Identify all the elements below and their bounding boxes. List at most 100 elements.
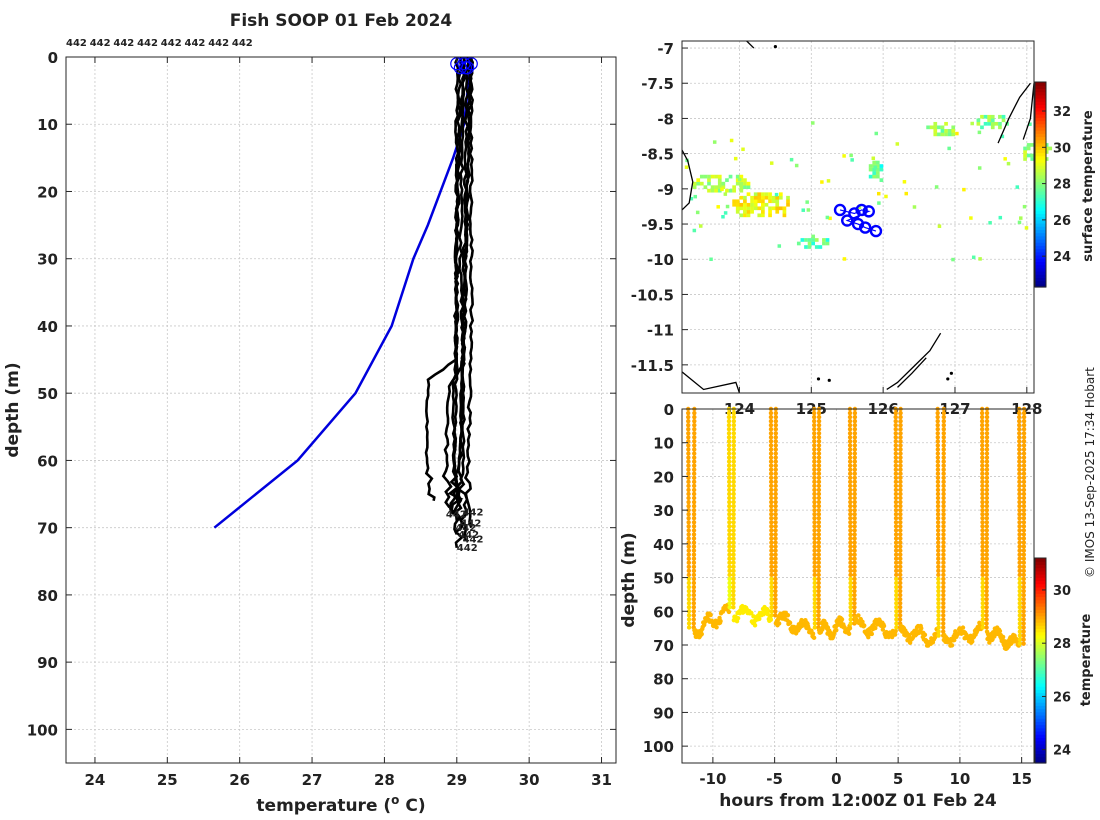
sst-pixel (872, 160, 877, 165)
temperature-point (692, 455, 697, 460)
depth-time-x-tick-label: 0 (831, 770, 841, 788)
sst-colorbar-swatch (1035, 203, 1046, 208)
station-id-label: 442 (455, 523, 476, 534)
temperature-point (773, 491, 778, 497)
sst-pixel (735, 206, 740, 211)
sst-colorbar-swatch (1035, 197, 1046, 202)
temperature-point (773, 507, 778, 513)
temperature-point (731, 524, 736, 529)
ship-track (839, 209, 877, 232)
temperature-point (852, 491, 857, 497)
temperature-point (893, 544, 899, 549)
temperature-point (768, 479, 774, 485)
temperature-point (1021, 641, 1026, 646)
temperature-point (691, 621, 696, 626)
temperature-point (1017, 483, 1022, 489)
temperature-point (686, 596, 692, 602)
temperature-point (691, 479, 697, 485)
temperature-point (941, 592, 946, 598)
temperature-point (691, 520, 697, 525)
temperature-point (1021, 600, 1026, 606)
temperature-point (727, 536, 732, 541)
sst-pixel (761, 213, 765, 218)
temperature-colorbar-swatch (1035, 634, 1046, 639)
temperature-point (980, 447, 985, 452)
temperature-colorbar-swatch (1035, 740, 1046, 745)
profile-frame (65, 56, 617, 764)
temperature-point (731, 422, 737, 428)
temperature-colorbar-swatch (1035, 750, 1046, 754)
sst-pixel (820, 180, 824, 184)
depth-time-y-tick-label: 90 (653, 704, 674, 722)
depth-time-y-tick-label: 10 (653, 435, 674, 453)
sst-pixel (743, 195, 747, 200)
temperature-point (894, 592, 899, 598)
sst-pixel (987, 121, 992, 126)
sst-pixel (714, 174, 719, 179)
temperature-point (847, 435, 853, 440)
sst-pixel (729, 138, 734, 143)
temperature-point (980, 536, 985, 541)
temperature-point (941, 463, 946, 468)
temperature-point (699, 631, 704, 637)
temperature-point (894, 609, 899, 614)
temperature-point (980, 459, 985, 464)
sst-pixel (1017, 220, 1022, 225)
sst-pixel (743, 185, 747, 190)
temperature-point (1017, 564, 1022, 569)
temperature-point (898, 487, 903, 493)
sst-colorbar-tick-label: 30 (1053, 141, 1071, 156)
temperature-point (1021, 532, 1027, 537)
sst-colorbar-swatch (1035, 194, 1046, 198)
temperature-point (1021, 536, 1027, 541)
temperature-point (979, 427, 985, 432)
temperature-point (936, 629, 941, 634)
sst-colorbar-swatch (1035, 254, 1046, 259)
map-y-tick-label: -10 (647, 251, 674, 269)
sst-pixel (757, 213, 762, 218)
temperature-point (692, 447, 697, 452)
sst-pixel (1001, 118, 1006, 123)
sst-colorbar-swatch (1035, 117, 1046, 122)
temperature-point (691, 617, 696, 622)
temperature-point (941, 427, 946, 432)
temperature-point (708, 612, 713, 618)
station-id-label: 442 (232, 38, 253, 49)
temperature-point (980, 491, 985, 497)
island (816, 377, 821, 381)
temperature-point (980, 544, 985, 549)
temperature-point (847, 443, 853, 448)
sst-pixel (717, 185, 722, 190)
temperature-point (984, 524, 990, 529)
temperature-colorbar-swatch (1035, 695, 1046, 700)
depth-time-x-tick-label: 15 (1011, 770, 1032, 788)
temperature-point (726, 422, 732, 428)
temperature-point (898, 422, 903, 428)
sst-pixel (800, 238, 805, 242)
temperature-point (847, 418, 853, 424)
station-id-label: 442 (458, 530, 479, 541)
sst-pixel (746, 213, 751, 218)
temperature-point (691, 495, 697, 501)
sst-pixel (761, 202, 765, 207)
temperature-point (827, 630, 833, 635)
temperature-point (980, 507, 985, 513)
temperature-point (979, 418, 985, 424)
map-y-tick-label: -11.5 (631, 357, 674, 375)
temperature-point (731, 556, 736, 561)
temperature-point (935, 532, 941, 537)
temperature-point (735, 616, 741, 621)
sst-pixel (850, 158, 854, 162)
temperature-point (810, 631, 816, 636)
temperature-point (769, 556, 774, 561)
temperature-point (731, 451, 736, 456)
temperature-point (1017, 495, 1022, 501)
temperature-point (731, 443, 736, 448)
temperature-point (852, 540, 857, 545)
sst-colorbar-swatch (1035, 168, 1046, 173)
sst-pixel (717, 181, 722, 186)
sst-pixel (977, 130, 982, 135)
sst-colorbar-tick-label: 32 (1053, 105, 1071, 120)
sst-pixel (804, 238, 808, 242)
temperature-point (727, 511, 732, 517)
